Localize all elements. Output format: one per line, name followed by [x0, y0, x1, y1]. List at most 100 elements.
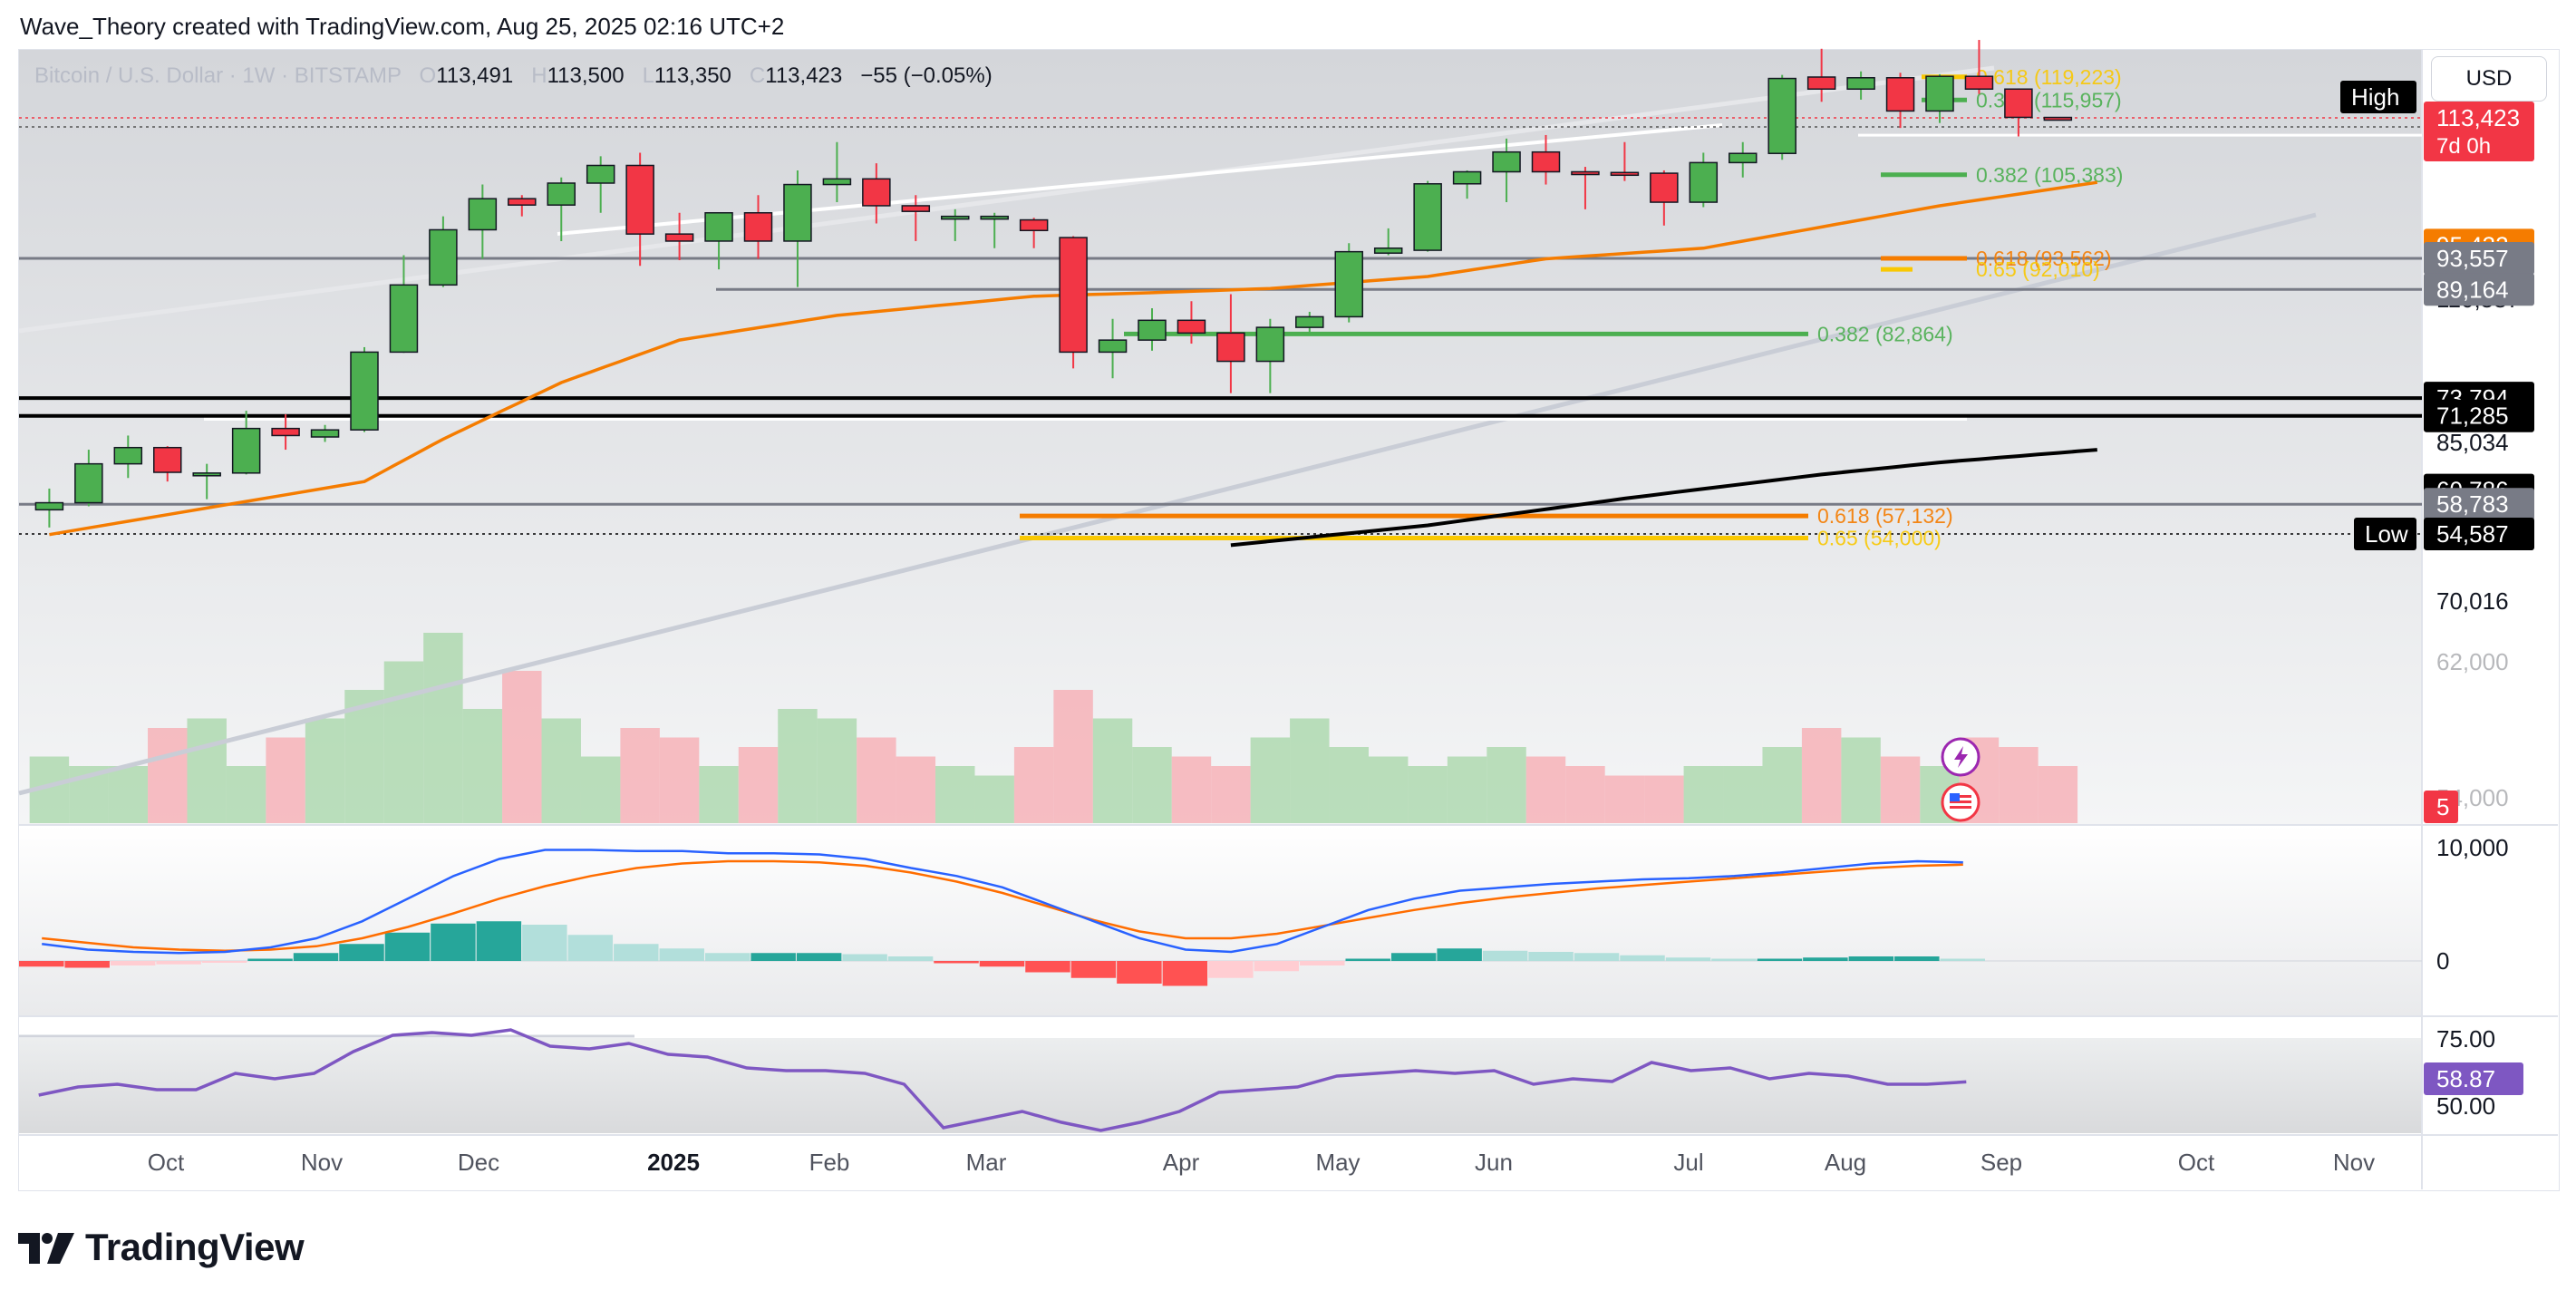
- volume-bar: [1211, 766, 1251, 823]
- currency-selector[interactable]: USD: [2431, 56, 2547, 102]
- time-axis-label: Sep: [1980, 1149, 2022, 1176]
- time-axis-label: Nov: [301, 1149, 343, 1176]
- candle-body: [1531, 150, 1561, 173]
- candle-body: [980, 215, 1009, 220]
- fib-level-label: 0.382 (115,957): [1976, 88, 2122, 112]
- close-value: 113,423: [765, 63, 843, 88]
- macd-histogram-bar: [1711, 958, 1757, 961]
- high-label: H: [531, 63, 547, 88]
- macd-histogram-bar: [339, 944, 384, 961]
- candle-body: [1925, 75, 1954, 112]
- volume-bar: [1762, 747, 1802, 823]
- price-axis-label: 85,034: [2436, 429, 2509, 456]
- volume-bar: [383, 661, 424, 823]
- volume-bar: [266, 737, 305, 823]
- volume-bar: [1013, 747, 1054, 823]
- volume-bar: [502, 671, 542, 823]
- macd-indicator: [19, 849, 2422, 986]
- macd-histogram-bar: [751, 953, 796, 961]
- macd-histogram-bar: [1848, 956, 1894, 961]
- macd-histogram-bar: [1665, 957, 1711, 961]
- candle-body: [508, 198, 537, 206]
- time-axis-label: Apr: [1163, 1149, 1200, 1176]
- candle-body: [1492, 150, 1521, 173]
- volume-bar: [1408, 766, 1448, 823]
- candle-body: [547, 182, 576, 206]
- price-badge-label: 71,285: [2436, 403, 2509, 430]
- candle-body: [1885, 77, 1915, 112]
- volume-bar: [620, 728, 660, 823]
- macd-histogram-bar: [19, 961, 64, 967]
- volume-bar: [1841, 737, 1881, 823]
- volume-bar: [187, 718, 227, 823]
- price-axis-label: 62,000: [2436, 648, 2509, 675]
- price-badge: [2424, 102, 2534, 162]
- time-axis-label: Mar: [966, 1149, 1007, 1176]
- chart-credit: Wave_Theory created with TradingView.com…: [20, 13, 785, 40]
- volume-bar: [305, 718, 345, 823]
- candle-body: [1216, 332, 1245, 363]
- low-label: L: [642, 63, 654, 88]
- candle-body: [271, 427, 300, 437]
- time-axis: Oct Nov Dec 2025 Feb Mar Apr May Jun Jul Aug Sep Oct…: [148, 1149, 2375, 1176]
- candle-body: [862, 178, 891, 207]
- macd-histogram-bar: [979, 961, 1025, 967]
- rsi-value-label: 58.87: [2436, 1065, 2495, 1092]
- candle-body: [1334, 250, 1363, 318]
- macd-histogram-bar: [476, 921, 522, 961]
- volume-bar: [1290, 718, 1330, 823]
- volume-bar: [1723, 766, 1763, 823]
- macd-histogram-bar: [1482, 950, 1528, 961]
- price-axis-label: 10,000: [2436, 834, 2509, 861]
- flag-icon: [1941, 782, 1980, 822]
- lightning-event-icon[interactable]: [1941, 737, 1980, 777]
- tradingview-logo-icon: [18, 1233, 74, 1264]
- candle-body: [586, 164, 615, 184]
- candle-body: [2004, 88, 2033, 119]
- time-axis-label: Oct: [148, 1149, 185, 1176]
- time-axis-label: 2025: [647, 1149, 700, 1176]
- tradingview-logo-text: TradingView: [85, 1226, 305, 1268]
- volume-bar: [541, 718, 581, 823]
- macd-histogram-bar: [704, 953, 751, 961]
- candle-body: [1689, 161, 1719, 203]
- candle-body: [468, 198, 498, 231]
- macd-histogram-bar: [110, 961, 156, 965]
- macd-histogram-bar: [1437, 948, 1482, 961]
- candle-body: [941, 215, 970, 220]
- candle-body: [1059, 237, 1088, 354]
- volume-bar: [974, 775, 1014, 823]
- candle-body: [1806, 76, 1836, 90]
- volume-bar: [226, 766, 266, 823]
- volume-profile: [29, 633, 2078, 823]
- macd-histogram-bar: [614, 944, 659, 961]
- candle-body: [1650, 172, 1679, 203]
- candlesticks: [34, 40, 2073, 528]
- candle-body: [1964, 75, 1994, 90]
- volume-bar: [148, 728, 188, 823]
- time-axis-label: Jun: [1475, 1149, 1513, 1176]
- candle-body: [74, 462, 103, 504]
- time-axis-label: Feb: [809, 1149, 850, 1176]
- macd-histogram-bar: [887, 956, 934, 961]
- macd-line: [42, 849, 1963, 955]
- candle-body: [350, 351, 379, 431]
- candle-body: [192, 472, 221, 477]
- candle-body: [664, 233, 694, 242]
- macd-histogram-bar: [1390, 953, 1437, 961]
- macd-histogram-bar: [1803, 957, 1848, 961]
- candle-body: [1413, 183, 1442, 251]
- candle-body: [1571, 170, 1600, 176]
- macd-histogram-bar: [431, 923, 476, 961]
- price-badge: [2424, 488, 2534, 521]
- candle-body: [34, 501, 64, 511]
- tradingview-logo[interactable]: TradingView: [18, 1224, 305, 1271]
- candle-body: [1610, 171, 1640, 177]
- extreme-badge: [2340, 81, 2416, 113]
- candle-body: [1729, 152, 1758, 164]
- macd-histogram-bar: [1894, 956, 1940, 961]
- macd-histogram-bar: [1528, 952, 1574, 961]
- price-badge: [2424, 399, 2534, 432]
- chart-frame: [18, 49, 2560, 1191]
